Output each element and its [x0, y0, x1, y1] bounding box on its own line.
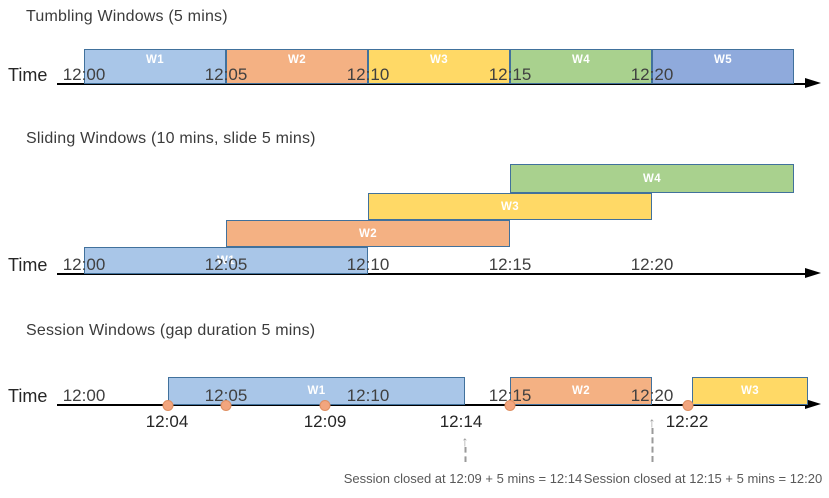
axis-tick-label: 12:20: [630, 65, 674, 84]
event-time-label: 12:14: [439, 412, 483, 431]
window-box-w1: W1: [84, 49, 226, 84]
axis-tick-label: 12:05: [204, 255, 248, 274]
window-label: W1: [216, 254, 236, 267]
axis-tick-label: 12:10: [346, 386, 390, 405]
axis-tick-label: 12:05: [204, 386, 248, 405]
window-box-w3: W3: [692, 377, 808, 405]
axis-tick-label: 12:05: [204, 65, 248, 84]
dashed-arrow: ↑: [461, 433, 469, 462]
event-dot: [504, 400, 516, 411]
timeline-arrowhead-icon: [805, 398, 821, 409]
axis-tick-label: 12:00: [62, 65, 106, 84]
event-time-label: 12:04: [145, 412, 189, 431]
axis-tick-label: 12:15: [488, 255, 532, 274]
window-box-w3: W3: [368, 193, 652, 220]
dashed-arrow-line: [651, 428, 653, 462]
axis-tick-label: 12:00: [62, 386, 106, 405]
axis-tick-label: 12:20: [630, 255, 674, 274]
axis-tick-label: 12:10: [346, 65, 390, 84]
time-axis-label: Time: [8, 255, 48, 275]
window-box-w1: W1: [84, 247, 368, 274]
timeline-axis: [57, 404, 806, 406]
timeline-arrowhead-icon: [805, 77, 821, 88]
window-label: W2: [571, 385, 591, 397]
window-box-w2: W2: [226, 49, 368, 84]
timeline-axis: [57, 273, 806, 275]
window-label: W4: [571, 54, 591, 66]
axis-tick-label: 12:00: [62, 255, 106, 274]
axis-tick-label: 12:15: [488, 386, 532, 405]
section-title-session: Session Windows (gap duration 5 mins): [26, 322, 316, 339]
axis-tick-label: 12:20: [630, 386, 674, 405]
timeline-axis: [57, 83, 806, 85]
session-closed-note: Session closed at 12:09 + 5 mins = 12:14: [343, 471, 583, 486]
window-label: W4: [642, 172, 662, 185]
window-label: W1: [145, 54, 165, 66]
event-dot: [682, 400, 694, 411]
window-box-w5: W5: [652, 49, 794, 84]
event-dot: [162, 400, 174, 411]
section-title-sliding: Sliding Windows (10 mins, slide 5 mins): [26, 130, 316, 147]
window-label: W3: [500, 200, 520, 213]
time-axis-label: Time: [8, 65, 48, 85]
window-label: W2: [287, 54, 307, 66]
window-label: W3: [429, 54, 449, 66]
dashed-arrow: ↑: [648, 414, 656, 462]
window-box-w4: W4: [510, 164, 794, 193]
event-time-label: 12:22: [665, 412, 709, 431]
window-box-w2: W2: [510, 377, 652, 405]
window-label: W2: [358, 227, 378, 240]
event-time-label: 12:09: [303, 412, 347, 431]
window-box-w3: W3: [368, 49, 510, 84]
session-closed-note: Session closed at 12:15 + 5 mins = 12:20: [583, 471, 823, 486]
arrow-up-icon: ↑: [648, 414, 656, 430]
event-dot: [319, 400, 331, 411]
section-title-tumbling: Tumbling Windows (5 mins): [26, 8, 228, 25]
window-label: W5: [713, 54, 733, 66]
dashed-arrow-line: [464, 447, 466, 462]
event-dot: [220, 400, 232, 411]
time-axis-label: Time: [8, 386, 48, 406]
arrow-up-icon: ↑: [461, 433, 469, 449]
window-box-w2: W2: [226, 220, 510, 247]
window-label: W3: [740, 385, 760, 397]
timeline-arrowhead-icon: [805, 267, 821, 278]
axis-tick-label: 12:15: [488, 65, 532, 84]
window-label: W1: [307, 385, 326, 397]
window-box-w1: W1: [168, 377, 465, 405]
axis-tick-label: 12:10: [346, 255, 390, 274]
window-box-w4: W4: [510, 49, 652, 84]
